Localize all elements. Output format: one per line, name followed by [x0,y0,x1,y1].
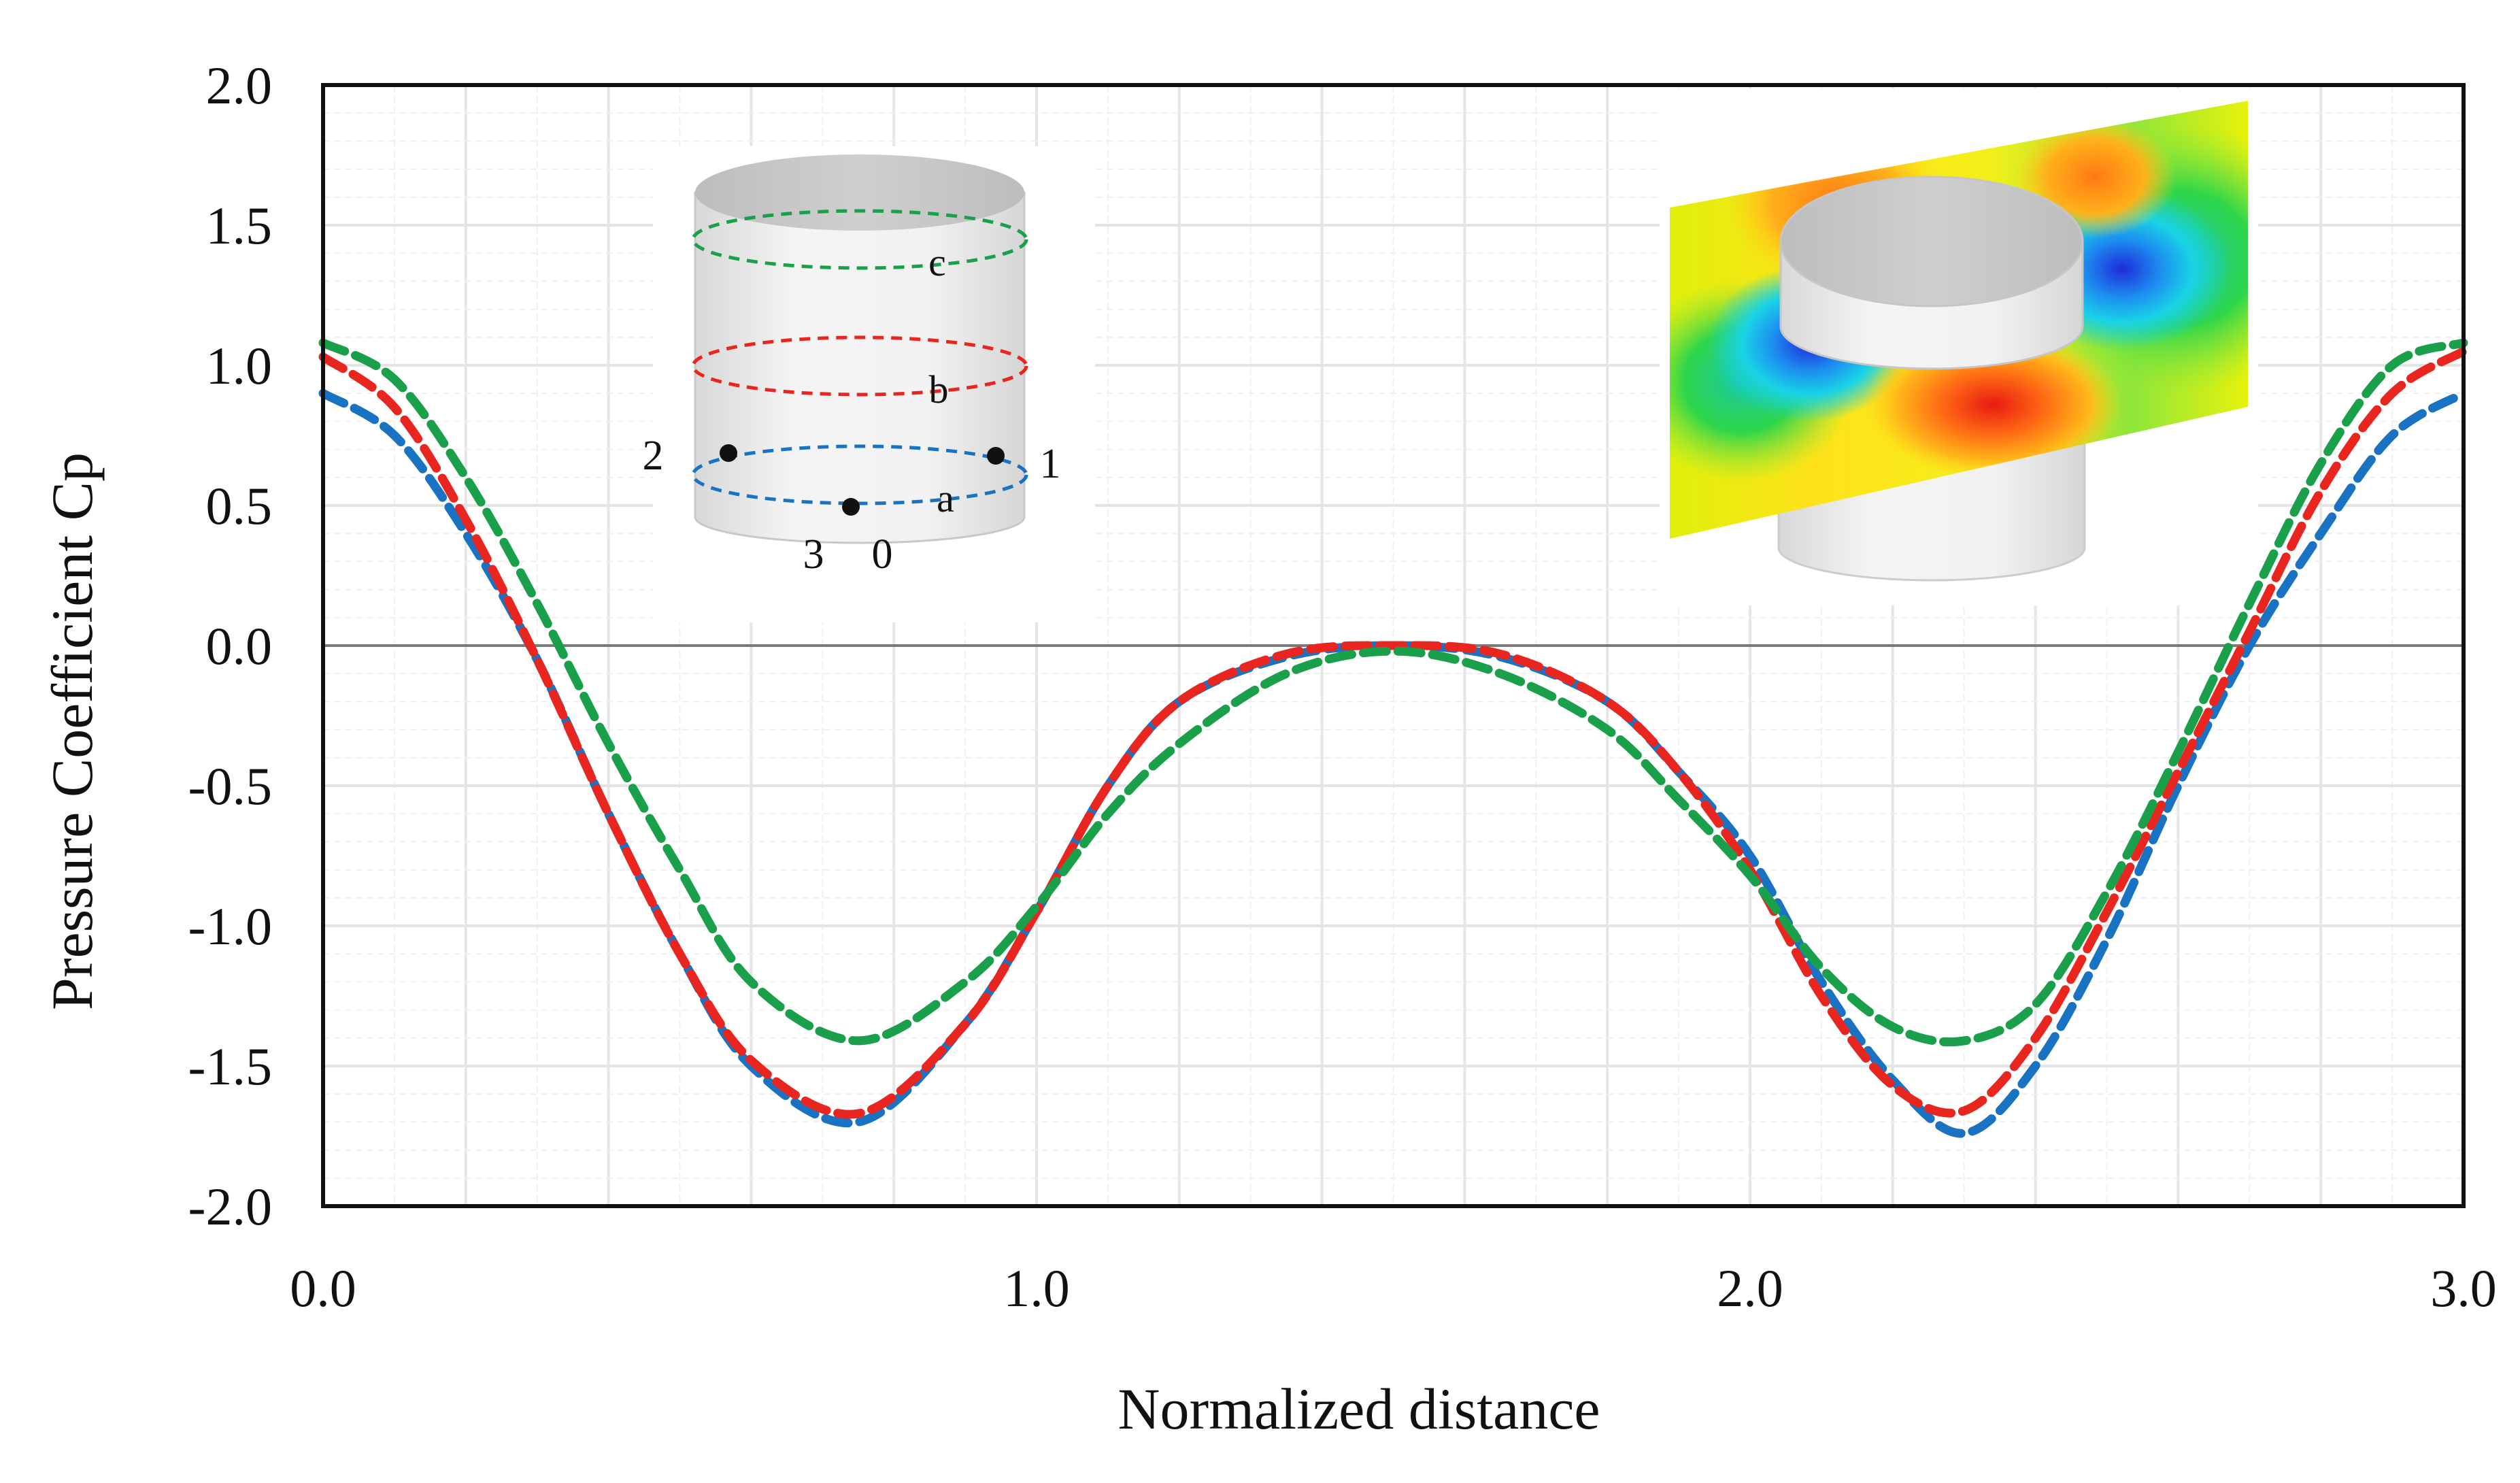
point-label-0: 0 [872,531,893,578]
y-tick-label: 2.0 [206,56,273,115]
contour-cylinder-top [1779,176,2084,307]
point-label-1: 1 [1040,441,1061,487]
y-tick-label: -1.0 [188,897,272,956]
x-tick-label: 1.0 [1003,1259,1070,1318]
series-layer [318,338,2468,1138]
cylinder-body [694,191,1026,544]
y-tick-label: 0.0 [206,616,273,676]
x-axis-label: Normalized distance [1118,1376,1600,1442]
probe-point-2 [720,444,737,462]
cylinder-top [695,154,1024,231]
probe-point-1 [987,447,1005,465]
y-axis-label: Pressure Coefficient Cp [39,452,105,1010]
y-tick-label: 1.5 [206,196,273,255]
ring-b [691,335,1028,397]
y-tick-label: 1.0 [206,336,273,395]
ring-c [691,209,1028,270]
ring-a [691,444,1028,505]
y-tick-labels: 2.0 1.5 1.0 0.5 0.0 -0.5 -1.0 -1.5 -2.0 [188,56,272,1236]
y-tick-label: -1.5 [188,1037,272,1096]
plot-border [321,83,2466,1208]
y-tick-label: -0.5 [188,756,272,816]
x-tick-label: 3.0 [2430,1259,2497,1318]
ring-label-c: c [928,240,946,284]
ring-label-b: b [929,367,949,412]
series-line-red [318,346,2468,1119]
plot-frame [321,83,2466,1208]
point-label-2: 2 [643,433,664,479]
y-tick-label: 0.5 [206,476,273,535]
ring-label-a: a [937,476,954,520]
x-tick-label: 2.0 [1717,1259,1783,1318]
series-line-green [318,338,2468,1047]
y-tick-label: -2.0 [188,1177,272,1236]
x-tick-labels: 0.0 1.0 2.0 3.0 [290,1259,2497,1318]
probe-point-0 [842,498,860,516]
inset-cylinder-schematic: c b a 2 1 3 0 [643,146,1095,622]
inset-pressure-contour [1660,88,2258,605]
x-tick-label: 0.0 [290,1259,356,1318]
point-label-3: 3 [803,531,824,578]
